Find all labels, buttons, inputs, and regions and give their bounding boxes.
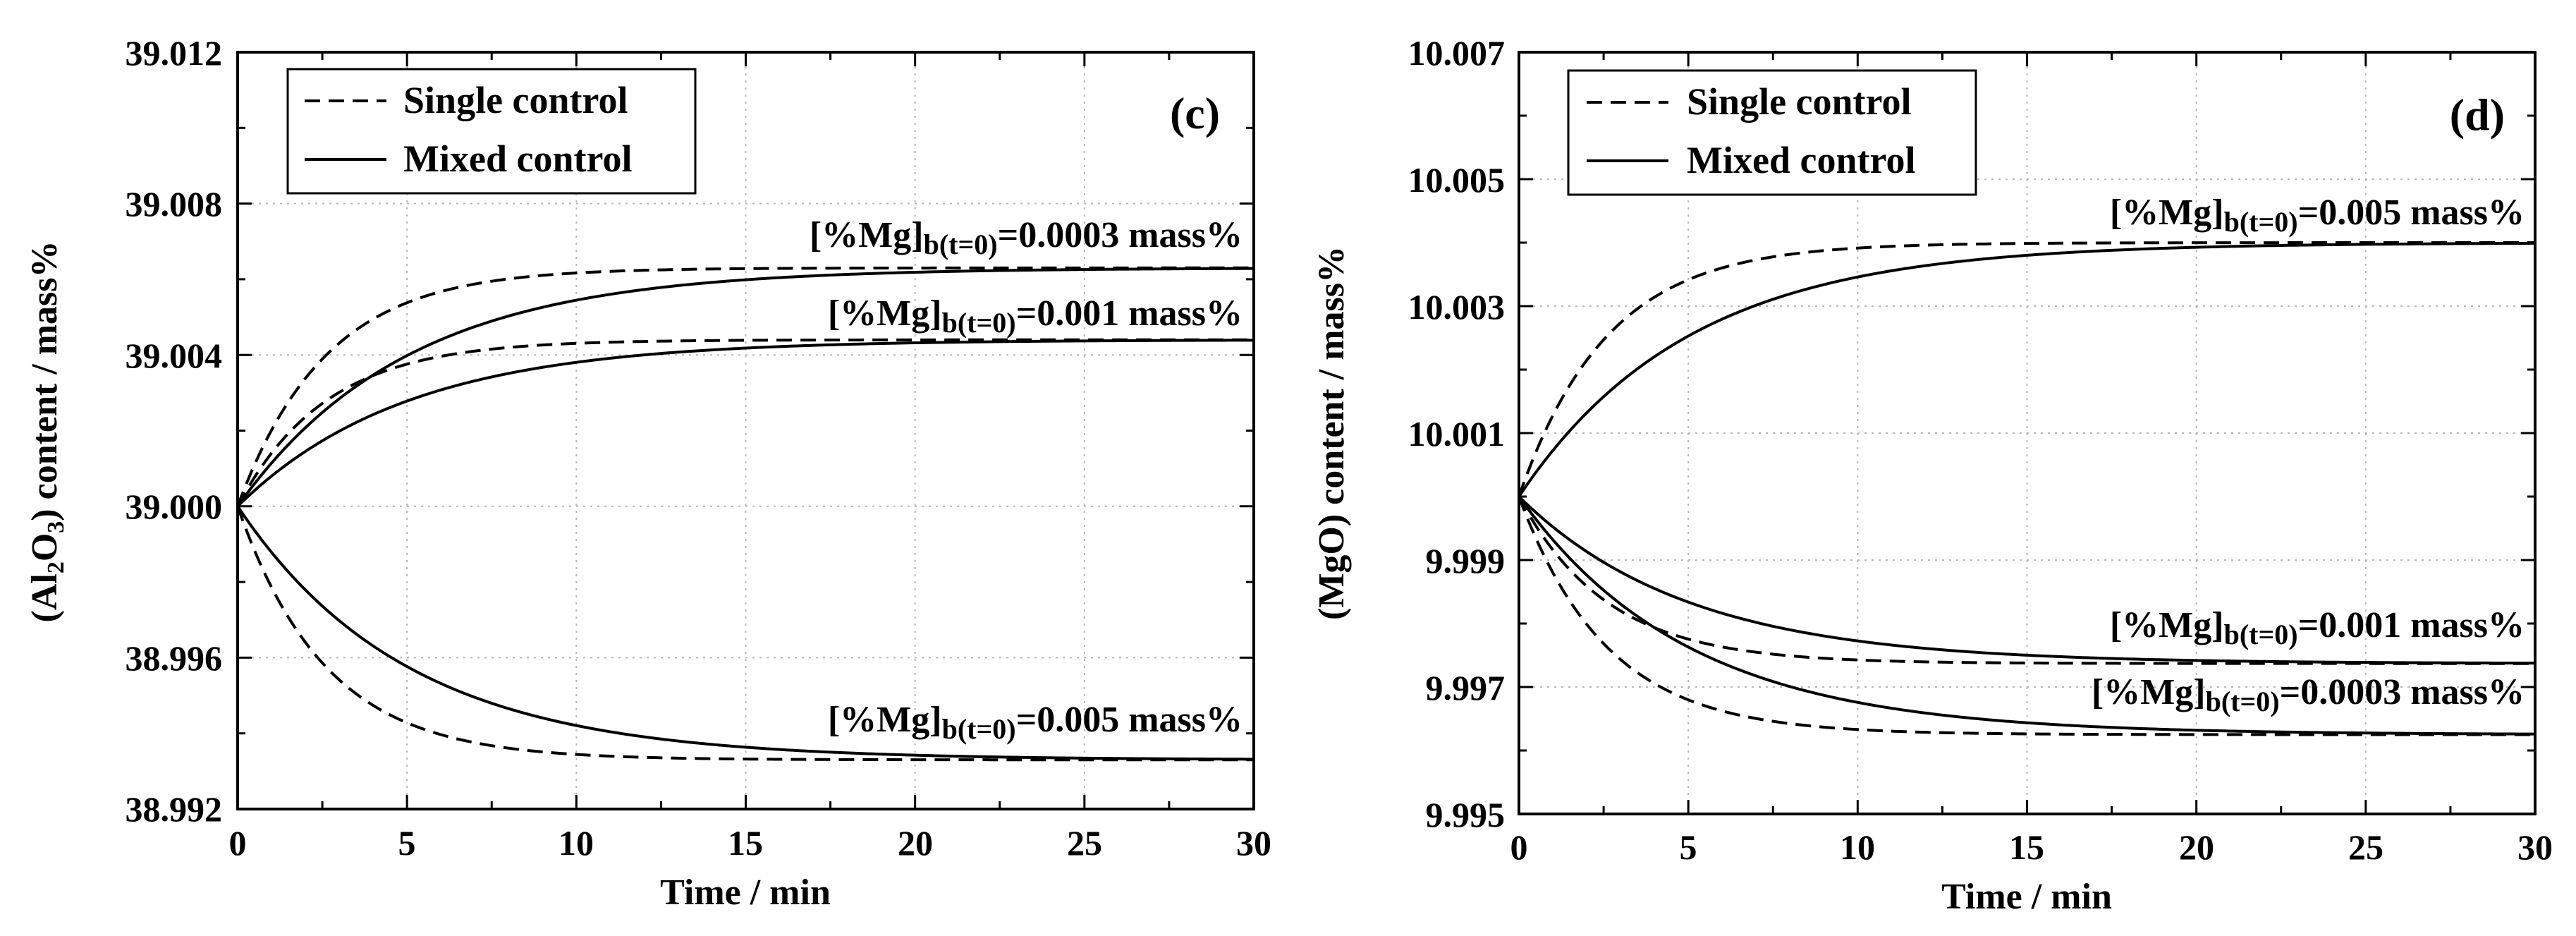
- legend-label-mixed: Mixed control: [1687, 139, 1915, 181]
- annotation-mg-0003: [%Mg]b(t=0)=0.0003 mass%: [810, 215, 1243, 260]
- x-axis-title: Time / min: [660, 873, 831, 913]
- x-tick-label: 25: [1067, 823, 1102, 863]
- x-tick-label: 5: [398, 823, 416, 863]
- x-tick-label: 10: [1840, 827, 1875, 867]
- x-tick-label: 0: [229, 823, 247, 863]
- y-axis-title: (Al2O3) content / mass%: [25, 241, 69, 623]
- series-line-single-control: [236, 506, 1254, 762]
- y-axis-title: (MgO) content / mass%: [1312, 246, 1352, 620]
- ticks-c: [236, 51, 1255, 810]
- annotation-mg-001: [%Mg]b(t=0)=0.001 mass%: [2110, 605, 2525, 650]
- series-line-single-control: [236, 266, 1254, 507]
- chart-panel-d: 9.995 9.997 9.999 10.001 10.003 10.005 1…: [1312, 33, 2553, 917]
- y-tick-label: 10.005: [1408, 160, 1506, 200]
- panel-label-c: (c): [1170, 88, 1220, 138]
- y-tick-label: 38.996: [126, 638, 223, 678]
- x-tick-label: 30: [1236, 823, 1271, 863]
- series-line-single-control: [236, 338, 1254, 507]
- annotation-mg-001: [%Mg]b(t=0)=0.001 mass%: [828, 293, 1243, 339]
- y-tick-label: 39.008: [126, 184, 223, 224]
- y-tick-label: 39.004: [126, 336, 223, 375]
- series-line-single-control: [1518, 496, 2535, 665]
- x-tick-label: 20: [2179, 827, 2214, 867]
- legend-box: [1567, 69, 1977, 196]
- y-tick-label: 10.001: [1408, 414, 1506, 454]
- x-tick-label: 0: [1510, 827, 1528, 867]
- legend-label-mixed: Mixed control: [403, 138, 632, 180]
- series-lines-d: [1518, 241, 2536, 736]
- series-line-single-control: [1518, 496, 2535, 736]
- chart-panel-c: 38.992 38.996 39.000 39.004 39.008 39.01…: [25, 33, 1271, 913]
- legend-c: Single control Mixed control: [286, 68, 697, 195]
- legend-label-single: Single control: [1687, 80, 1912, 123]
- series-line-mixed-control: [1518, 241, 2536, 498]
- y-tick-label: 39.012: [126, 33, 223, 73]
- y-tick-label: 9.995: [1426, 795, 1506, 834]
- x-tick-label: 15: [728, 823, 763, 863]
- series-lines-c: [236, 266, 1255, 762]
- y-tick-label: 39.000: [126, 487, 223, 526]
- series-line-mixed-control: [1518, 495, 2536, 665]
- series-line-mixed-control: [1518, 495, 2536, 736]
- x-tick-label: 25: [2348, 827, 2383, 867]
- y-tick-label: 10.007: [1408, 33, 1506, 73]
- y-tick-label: 9.997: [1426, 668, 1506, 707]
- y-tick-label: 9.999: [1426, 541, 1506, 581]
- annotation-mg-005: [%Mg]b(t=0)=0.005 mass%: [828, 700, 1243, 745]
- series-line-single-control: [1518, 241, 2535, 497]
- y-tick-label: 38.992: [126, 789, 223, 829]
- ticks-d: [1518, 51, 2537, 815]
- series-line-mixed-control: [236, 339, 1255, 508]
- x-axis-title: Time / min: [1941, 877, 2112, 917]
- y-tick-label: 10.003: [1408, 287, 1506, 327]
- series-line-mixed-control: [236, 505, 1255, 761]
- legend-d: Single control Mixed control: [1567, 69, 1977, 196]
- x-tick-label: 20: [898, 823, 933, 863]
- legend-label-single: Single control: [403, 79, 628, 121]
- annotation-mg-005: [%Mg]b(t=0)=0.005 mass%: [2110, 193, 2525, 238]
- x-tick-label: 10: [558, 823, 594, 863]
- panel-label-d: (d): [2450, 90, 2505, 140]
- x-tick-label: 5: [1680, 827, 1697, 867]
- x-tick-label: 15: [2009, 827, 2044, 867]
- series-line-mixed-control: [236, 267, 1255, 507]
- legend-box: [286, 68, 697, 195]
- annotation-mg-0003: [%Mg]b(t=0)=0.0003 mass%: [2092, 672, 2525, 717]
- x-tick-label: 30: [2517, 827, 2553, 867]
